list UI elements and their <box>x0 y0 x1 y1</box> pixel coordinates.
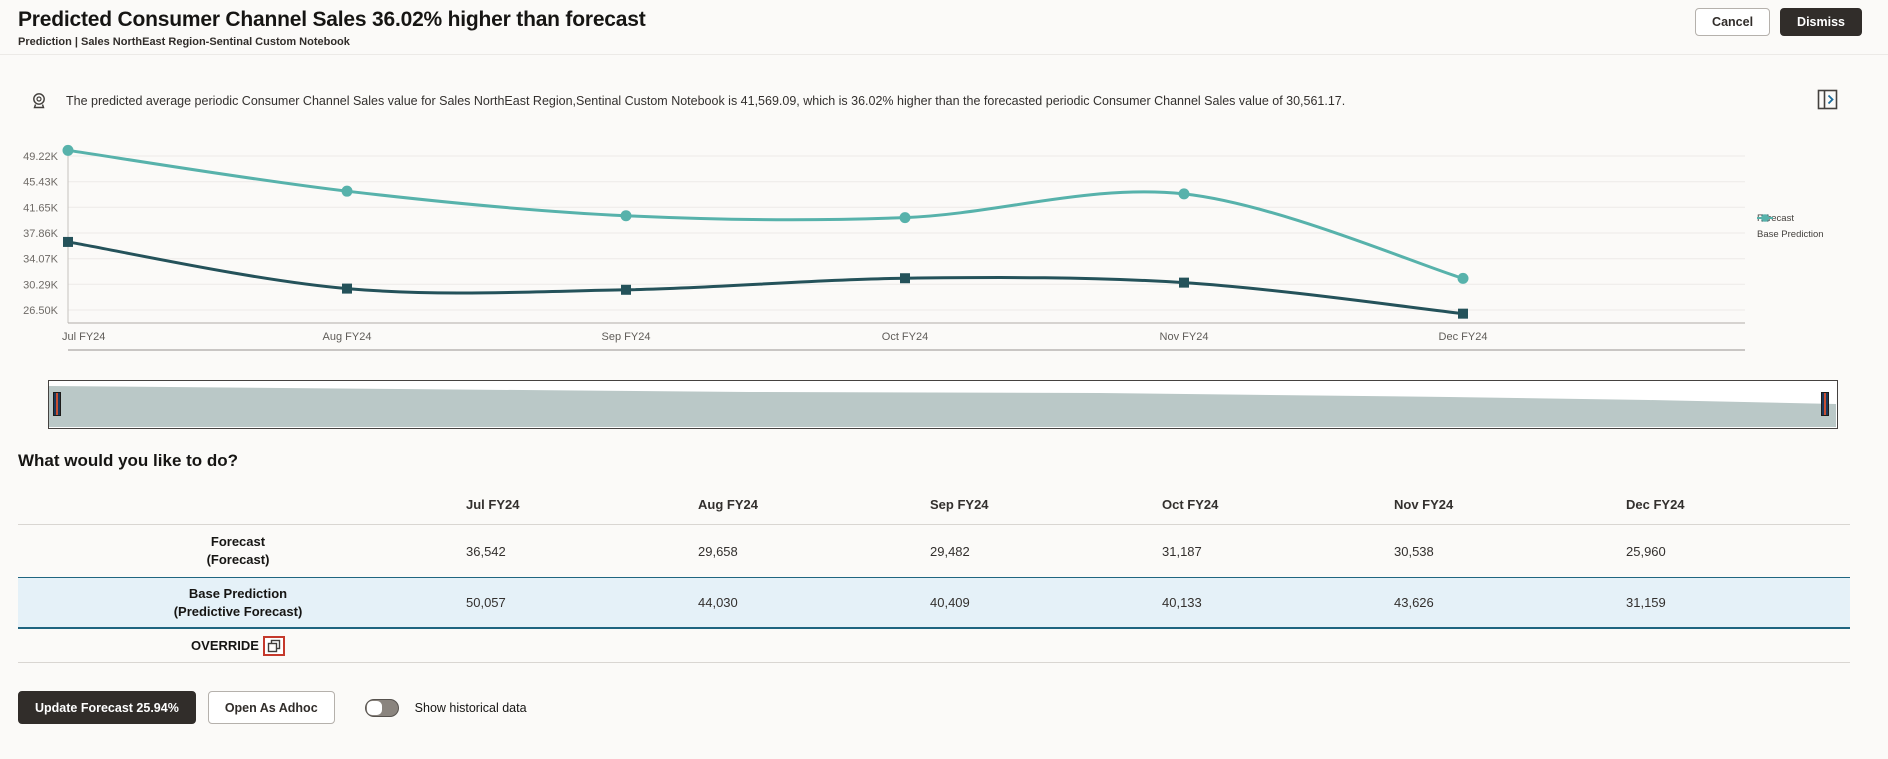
header-actions: Cancel Dismiss <box>1695 8 1862 36</box>
breadcrumb: Prediction | Sales NorthEast Region-Sent… <box>18 36 350 48</box>
svg-text:Sep FY24: Sep FY24 <box>602 331 651 343</box>
page-header: Predicted Consumer Channel Sales 36.02% … <box>0 0 1888 55</box>
table-row-base-prediction: Base Prediction (Predictive Forecast) 50,0… <box>18 577 1850 629</box>
column-header: Aug FY24 <box>698 497 758 512</box>
svg-text:Dec FY24: Dec FY24 <box>1439 331 1488 343</box>
table-row-forecast: Forecast (Forecast) 36,542 29,658 29,482 31,1… <box>18 525 1850 577</box>
range-selector-right-handle[interactable] <box>1821 392 1829 416</box>
open-as-adhoc-button[interactable]: Open As Adhoc <box>207 691 335 724</box>
table-cell: 29,658 <box>698 543 738 559</box>
circle-marker-icon <box>1757 214 1773 222</box>
prediction-chart: 49.22K 45.43K 41.65K 37.86K 34.07K 30.29K 26.5… <box>20 118 1868 356</box>
table-cell: 31,187 <box>1162 543 1202 559</box>
footer-actions: Update Forecast 25.94% Open As Adhoc Sho… <box>18 691 1888 724</box>
table-row-override: OVERRIDE <box>18 629 1850 663</box>
table-cell: 29,482 <box>930 543 970 559</box>
dismiss-button[interactable]: Dismiss <box>1780 8 1862 36</box>
legend-item-base-prediction[interactable]: Base Prediction <box>1757 214 1824 240</box>
column-header: Jul FY24 <box>466 497 520 512</box>
table-cell: 30,538 <box>1394 543 1434 559</box>
table-cell: 31,159 <box>1626 595 1666 610</box>
svg-text:30.29K: 30.29K <box>23 279 59 291</box>
table-cell: 44,030 <box>698 595 738 610</box>
column-header: Sep FY24 <box>930 497 989 512</box>
override-label: OVERRIDE <box>191 637 259 653</box>
table-cell: 43,626 <box>1394 595 1434 610</box>
cancel-button[interactable]: Cancel <box>1695 8 1771 36</box>
time-range-selector[interactable] <box>48 380 1838 429</box>
row-label-sub: (Predictive Forecast) <box>173 603 303 619</box>
column-header: Nov FY24 <box>1394 497 1454 512</box>
table-cell: 50,057 <box>466 595 506 610</box>
page-title: Predicted Consumer Channel Sales 36.02% … <box>18 8 646 31</box>
toggle-knob <box>366 700 382 715</box>
table-cell: 36,542 <box>466 543 506 559</box>
row-label-sub: (Forecast) <box>206 552 270 567</box>
svg-text:26.50K: 26.50K <box>23 305 59 317</box>
table-header-row: Jul FY24 Aug FY24 Sep FY24 Oct FY24 Nov FY24… <box>18 485 1850 525</box>
forecast-table: Jul FY24 Aug FY24 Sep FY24 Oct FY24 Nov FY24… <box>18 485 1850 663</box>
expand-panel-icon[interactable] <box>1817 89 1838 110</box>
insight-text: The predicted average periodic Consumer … <box>66 93 1346 108</box>
table-cell: 40,409 <box>930 595 970 610</box>
svg-text:45.43K: 45.43K <box>23 177 59 189</box>
annotation-box[interactable] <box>262 635 285 656</box>
legend-label: Forecast <box>1757 213 1794 224</box>
svg-text:37.86K: 37.86K <box>23 228 59 240</box>
insight-icon <box>30 91 48 110</box>
show-historical-label: Show historical data <box>414 700 527 715</box>
range-selector-left-handle[interactable] <box>53 392 61 416</box>
svg-text:Jul FY24: Jul FY24 <box>62 331 105 343</box>
column-header: Dec FY24 <box>1626 497 1685 512</box>
chart-legend: Forecast Base Prediction <box>1757 213 1824 240</box>
row-label: Base Prediction (Predictive Forecast) <box>18 585 458 620</box>
row-label: OVERRIDE <box>18 635 458 656</box>
svg-text:Oct FY24: Oct FY24 <box>882 331 928 343</box>
row-label: Forecast (Forecast) <box>18 533 458 568</box>
svg-text:Nov FY24: Nov FY24 <box>1160 331 1209 343</box>
update-forecast-button[interactable]: Update Forecast 25.94% <box>18 691 196 724</box>
svg-text:41.65K: 41.65K <box>23 202 59 214</box>
copy-icon[interactable] <box>267 639 281 653</box>
svg-text:34.07K: 34.07K <box>23 254 59 266</box>
row-label-main: Forecast <box>210 534 266 550</box>
table-cell: 40,133 <box>1162 595 1202 610</box>
section-heading: What would you like to do? <box>18 451 239 470</box>
table-cell: 25,960 <box>1626 543 1666 559</box>
prediction-chart-svg: 49.22K 45.43K 41.65K 37.86K 34.07K 30.29K 26.5… <box>23 144 1745 351</box>
show-historical-toggle[interactable] <box>364 698 399 717</box>
insight-row: The predicted average periodic Consumer … <box>30 89 1838 110</box>
row-label-main: Base Prediction <box>188 585 288 601</box>
range-selector-area <box>49 386 1836 427</box>
legend-label: Base Prediction <box>1757 229 1824 240</box>
svg-text:49.22K: 49.22K <box>23 151 59 163</box>
column-header: Oct FY24 <box>1162 497 1219 512</box>
svg-text:Aug FY24: Aug FY24 <box>323 331 372 343</box>
